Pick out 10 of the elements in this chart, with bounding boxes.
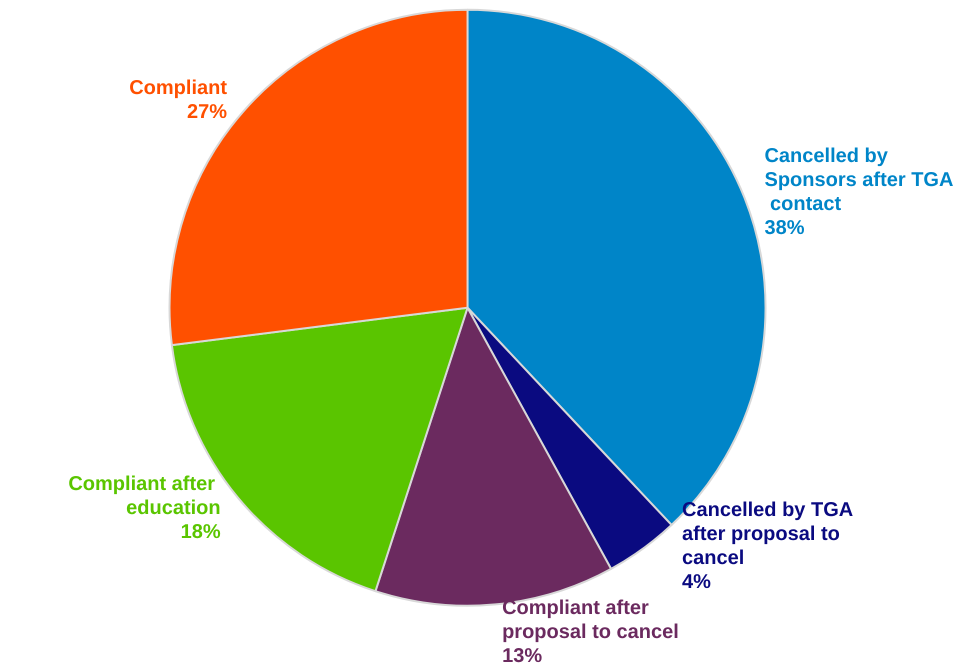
slice-label: Compliant — [129, 77, 228, 100]
data-label: 18% — [180, 520, 221, 543]
data-label: 38% — [764, 217, 805, 240]
data-label: 27% — [186, 101, 228, 124]
data-label: 13% — [502, 645, 542, 667]
slice-label: Cancelled by TGA after proposal to cancel — [682, 499, 858, 569]
data-label: 4% — [682, 571, 712, 593]
slice-label: Compliant after proposal to cancel — [502, 597, 679, 643]
slice-label: Cancelled by Sponsors after TGA contact — [764, 145, 954, 216]
slice-label: Compliant after education — [68, 472, 221, 519]
